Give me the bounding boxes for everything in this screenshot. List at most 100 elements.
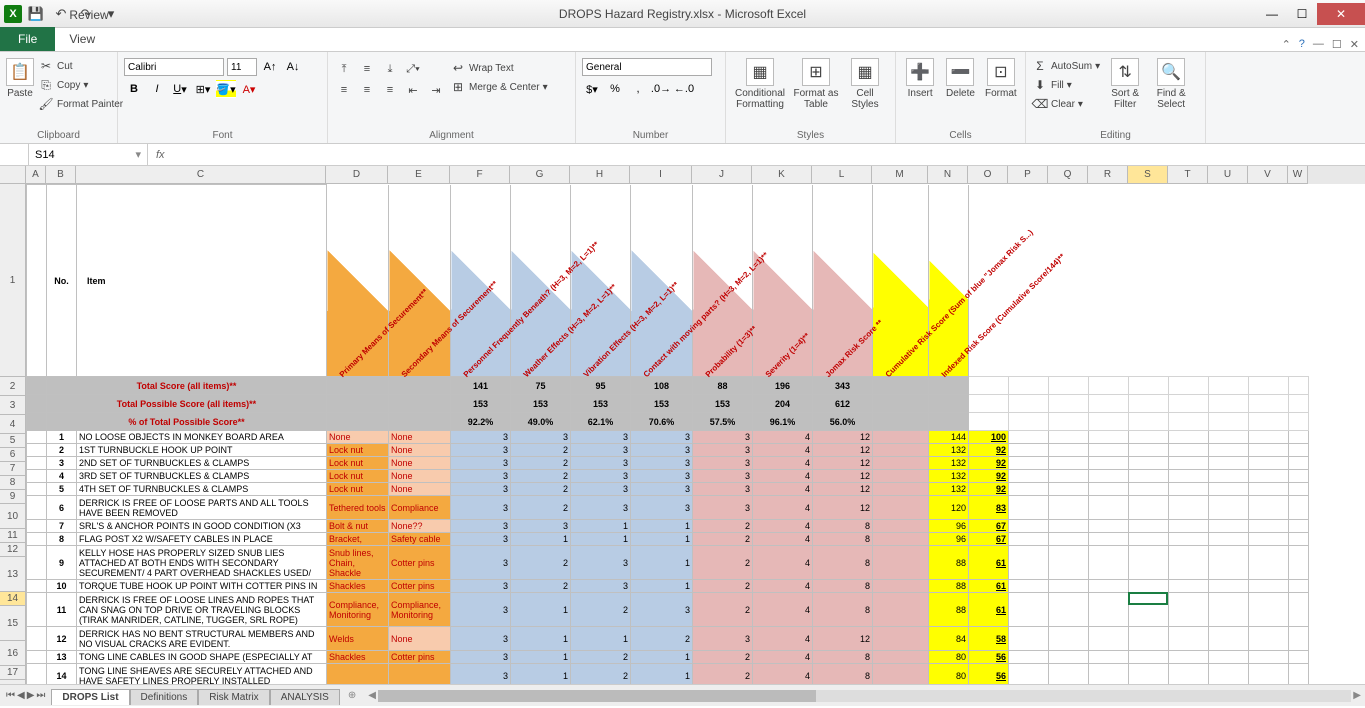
col-header-H[interactable]: H bbox=[570, 166, 630, 184]
col-header-D[interactable]: D bbox=[326, 166, 388, 184]
increase-decimal-icon[interactable]: .0→ bbox=[651, 80, 671, 98]
autosum-button[interactable]: ΣAutoSum ▾ bbox=[1032, 58, 1100, 74]
file-tab[interactable]: File bbox=[0, 27, 55, 51]
row-header-16[interactable]: 16 bbox=[0, 641, 26, 666]
font-color-button[interactable]: A▾ bbox=[239, 80, 259, 98]
row-header-4[interactable]: 4 bbox=[0, 415, 26, 434]
copy-button[interactable]: ⎘Copy ▾ bbox=[38, 77, 123, 93]
row-header-17[interactable]: 17 bbox=[0, 666, 26, 680]
fx-icon[interactable]: fx bbox=[148, 149, 173, 161]
col-header-Q[interactable]: Q bbox=[1048, 166, 1088, 184]
col-header-T[interactable]: T bbox=[1168, 166, 1208, 184]
col-header-A[interactable]: A bbox=[26, 166, 46, 184]
ribbon-tab-view[interactable]: View bbox=[55, 27, 150, 51]
currency-icon[interactable]: $▾ bbox=[582, 80, 602, 98]
col-header-B[interactable]: B bbox=[46, 166, 76, 184]
sheet-next-icon[interactable]: ▶ bbox=[27, 690, 35, 701]
percent-icon[interactable]: % bbox=[605, 80, 625, 98]
row-header-8[interactable]: 8 bbox=[0, 476, 26, 490]
cell-styles-button[interactable]: ▦Cell Styles bbox=[844, 54, 886, 110]
mdi-restore-icon[interactable]: ☐ bbox=[1332, 38, 1342, 51]
sheet-tab-analysis[interactable]: ANALYSIS bbox=[270, 689, 340, 705]
orientation-icon[interactable]: ⤢▾ bbox=[403, 60, 423, 78]
delete-button[interactable]: ➖Delete bbox=[942, 54, 978, 99]
row-header-13[interactable]: 13 bbox=[0, 557, 26, 592]
wrap-text-button[interactable]: ↩Wrap Text bbox=[450, 60, 548, 76]
hscroll-thumb[interactable] bbox=[378, 690, 816, 702]
mdi-minimize-icon[interactable]: — bbox=[1313, 38, 1324, 51]
row-header-10[interactable]: 10 bbox=[0, 504, 26, 529]
decrease-font-icon[interactable]: A↓ bbox=[283, 58, 303, 76]
col-header-C[interactable]: C bbox=[76, 166, 326, 184]
col-header-I[interactable]: I bbox=[630, 166, 692, 184]
increase-indent-icon[interactable]: ⇥ bbox=[426, 81, 446, 99]
format-as-table-button[interactable]: ⊞Format as Table bbox=[792, 54, 840, 110]
row-header-18[interactable]: 18 bbox=[0, 680, 26, 684]
hscroll-left-icon[interactable]: ◀ bbox=[368, 690, 376, 701]
font-name-select[interactable] bbox=[124, 58, 224, 76]
col-header-F[interactable]: F bbox=[450, 166, 510, 184]
col-header-R[interactable]: R bbox=[1088, 166, 1128, 184]
row-header-9[interactable]: 9 bbox=[0, 490, 26, 504]
row-header-3[interactable]: 3 bbox=[0, 396, 26, 415]
spreadsheet-grid[interactable]: ABCDEFGHIJKLMNOPQRSTUVW 1234567891011121… bbox=[0, 166, 1365, 684]
horizontal-scrollbar[interactable] bbox=[378, 690, 1351, 702]
col-header-V[interactable]: V bbox=[1248, 166, 1288, 184]
align-middle-icon[interactable]: ≡ bbox=[357, 60, 377, 78]
increase-font-icon[interactable]: A↑ bbox=[260, 58, 280, 76]
save-icon[interactable]: 💾 bbox=[25, 3, 47, 25]
decrease-indent-icon[interactable]: ⇤ bbox=[403, 81, 423, 99]
clear-button[interactable]: ⌫Clear ▾ bbox=[1032, 96, 1100, 112]
border-button[interactable]: ⊞▾ bbox=[193, 80, 213, 98]
col-header-O[interactable]: O bbox=[968, 166, 1008, 184]
font-size-select[interactable] bbox=[227, 58, 257, 76]
sheet-tab-risk-matrix[interactable]: Risk Matrix bbox=[198, 689, 269, 705]
select-all-corner[interactable] bbox=[0, 166, 26, 184]
align-center-icon[interactable]: ≡ bbox=[357, 81, 377, 99]
row-header-14[interactable]: 14 bbox=[0, 592, 26, 606]
close-button[interactable]: ✕ bbox=[1317, 3, 1365, 25]
row-header-6[interactable]: 6 bbox=[0, 448, 26, 462]
maximize-button[interactable]: ☐ bbox=[1287, 3, 1317, 25]
mdi-close-icon[interactable]: ✕ bbox=[1350, 38, 1359, 51]
row-header-1[interactable]: 1 bbox=[0, 184, 26, 377]
format-painter-button[interactable]: 🖌Format Painter bbox=[38, 96, 123, 112]
sheet-prev-icon[interactable]: ◀ bbox=[17, 690, 25, 701]
cells-area[interactable]: No.ItemTotal Score (all items)**14175951… bbox=[26, 184, 1309, 684]
col-header-M[interactable]: M bbox=[872, 166, 928, 184]
comma-icon[interactable]: , bbox=[628, 80, 648, 98]
col-header-E[interactable]: E bbox=[388, 166, 450, 184]
col-header-N[interactable]: N bbox=[928, 166, 968, 184]
row-header-11[interactable]: 11 bbox=[0, 529, 26, 543]
row-header-2[interactable]: 2 bbox=[0, 377, 26, 396]
insert-button[interactable]: ➕Insert bbox=[902, 54, 938, 99]
number-format-select[interactable] bbox=[582, 58, 712, 76]
align-top-icon[interactable]: ⤒ bbox=[334, 60, 354, 78]
col-header-P[interactable]: P bbox=[1008, 166, 1048, 184]
paste-button[interactable]: 📋 Paste bbox=[6, 54, 34, 99]
underline-button[interactable]: U▾ bbox=[170, 80, 190, 98]
hscroll-right-icon[interactable]: ▶ bbox=[1353, 690, 1361, 701]
conditional-formatting-button[interactable]: ▦Conditional Formatting bbox=[732, 54, 788, 110]
col-header-U[interactable]: U bbox=[1208, 166, 1248, 184]
row-header-15[interactable]: 15 bbox=[0, 606, 26, 641]
col-header-S[interactable]: S bbox=[1128, 166, 1168, 184]
sheet-tab-drops-list[interactable]: DROPS List bbox=[51, 689, 129, 705]
sort-filter-button[interactable]: ⇅Sort & Filter bbox=[1104, 54, 1146, 110]
format-button[interactable]: ⊡Format bbox=[983, 54, 1019, 99]
sheet-last-icon[interactable]: ⏭ bbox=[36, 690, 45, 701]
bold-button[interactable]: B bbox=[124, 80, 144, 98]
sheet-first-icon[interactable]: ⏮ bbox=[6, 690, 15, 701]
italic-button[interactable]: I bbox=[147, 80, 167, 98]
fill-button[interactable]: ⬇Fill ▾ bbox=[1032, 77, 1100, 93]
new-sheet-icon[interactable]: ⊕ bbox=[340, 690, 364, 701]
align-bottom-icon[interactable]: ⤓ bbox=[380, 60, 400, 78]
merge-center-button[interactable]: ⊞Merge & Center ▾ bbox=[450, 79, 548, 95]
sheet-tab-definitions[interactable]: Definitions bbox=[130, 689, 199, 705]
row-header-5[interactable]: 5 bbox=[0, 434, 26, 448]
align-left-icon[interactable]: ≡ bbox=[334, 81, 354, 99]
row-header-7[interactable]: 7 bbox=[0, 462, 26, 476]
name-box[interactable]: S14▾ bbox=[28, 144, 148, 165]
align-right-icon[interactable]: ≡ bbox=[380, 81, 400, 99]
col-header-G[interactable]: G bbox=[510, 166, 570, 184]
